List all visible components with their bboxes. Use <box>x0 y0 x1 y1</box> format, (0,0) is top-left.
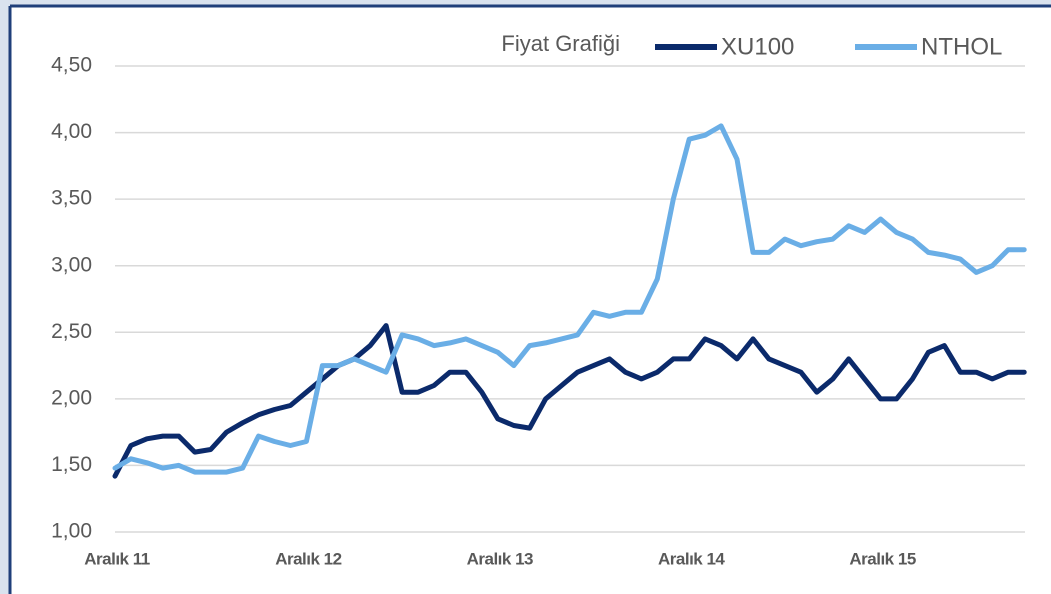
y-tick-label: 2,50 <box>51 320 92 343</box>
y-tick-label: 1,00 <box>51 520 92 543</box>
x-tick-label: Aralık 12 <box>275 549 341 568</box>
x-tick-label: Aralık 11 <box>84 549 149 568</box>
legend-label: NTHOL <box>921 33 1002 60</box>
y-tick-label: 3,50 <box>51 187 92 210</box>
panel <box>10 6 1051 594</box>
x-tick-label: Aralık 13 <box>467 549 533 568</box>
y-tick-label: 4,00 <box>51 120 92 143</box>
x-tick-label: Aralık 14 <box>658 549 725 568</box>
y-tick-label: 4,50 <box>51 54 92 77</box>
legend-label: XU100 <box>721 33 794 60</box>
series-line <box>112 323 1027 479</box>
series-line <box>112 123 1027 475</box>
y-tick-label: 2,00 <box>51 386 92 409</box>
y-tick-label: 3,00 <box>51 253 92 276</box>
chart-title: Fiyat Grafiği <box>501 31 620 56</box>
y-tick-label: 1,50 <box>51 453 92 476</box>
x-tick-label: Aralık 15 <box>849 549 915 568</box>
